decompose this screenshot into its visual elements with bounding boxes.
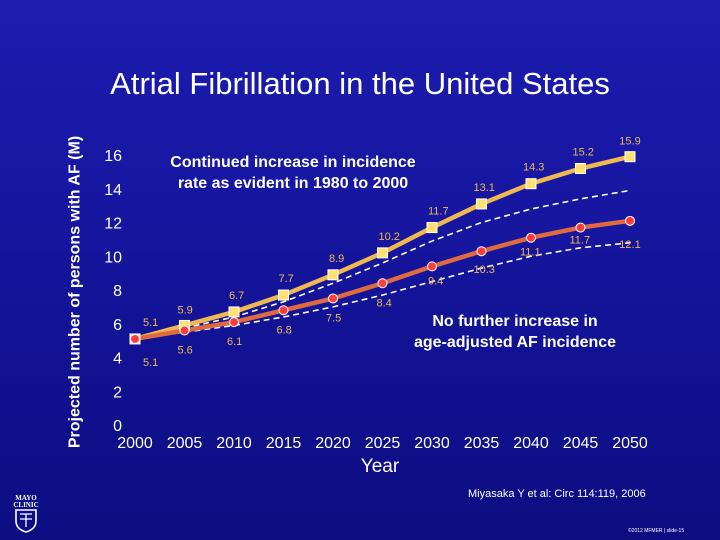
upper-series-data-label: 6.7: [229, 290, 244, 302]
dashed-bound-line: [134, 189, 631, 340]
lower-series-marker: [476, 246, 487, 257]
x-tick-label: 2000: [117, 435, 153, 452]
lower-series-data-label: 9.4: [428, 275, 443, 287]
lower-series-marker: [278, 305, 289, 316]
x-axis-label: Year: [360, 456, 400, 477]
lower-series-data-label: 12.1: [619, 239, 640, 251]
x-tick-label: 2050: [612, 435, 648, 452]
lower-series-data-label: 11.7: [570, 235, 591, 247]
upper-series-data-label: 5.1: [143, 317, 158, 329]
lower-series-data-label: 5.6: [178, 345, 193, 357]
lower-series-marker: [328, 293, 338, 304]
lower-series-marker: [526, 232, 536, 243]
upper-series-marker: [228, 306, 240, 318]
upper-series-data-label: 14.3: [523, 162, 544, 174]
x-tick-label: 2005: [167, 435, 203, 452]
upper-series-data-label: 13.1: [474, 182, 495, 194]
upper-series-data-label: 15.9: [619, 136, 640, 148]
x-tick-label: 2040: [513, 435, 549, 452]
lower-series-marker: [625, 215, 635, 226]
upper-series-marker: [624, 151, 636, 163]
upper-series-data-label: 7.7: [279, 273, 294, 285]
upper-series-data-label: 8.9: [329, 253, 344, 265]
y-tick-label: 16: [104, 148, 122, 165]
x-tick-label: 2025: [365, 435, 401, 452]
dashed-bound-line: [134, 241, 631, 340]
upper-series-marker: [575, 163, 586, 174]
copyright: ©2012 MFMER | slide-15: [628, 528, 685, 534]
lower-series-data-label: 8.4: [377, 297, 392, 309]
upper-series-marker: [525, 178, 537, 190]
lower-series-marker: [427, 261, 437, 272]
slide-title: Atrial Fibrillation in the United States: [110, 66, 610, 101]
y-tick-label: 6: [113, 317, 122, 334]
x-tick-label: 2020: [315, 435, 351, 452]
upper-series-data-label: 5.9: [178, 304, 193, 316]
y-tick-label: 2: [113, 384, 122, 401]
y-tick-label: 0: [113, 418, 122, 435]
y-tick-label: 14: [104, 182, 122, 199]
lower-series-marker: [130, 333, 140, 344]
citation: Miyasaka Y et al: Circ 114:119, 2006: [468, 488, 646, 500]
x-tick-label: 2045: [563, 435, 599, 452]
lower-series-marker: [377, 278, 388, 289]
upper-series-data-label: 11.7: [428, 206, 449, 218]
lower-series-data-label: 6.8: [277, 324, 292, 336]
upper-series-marker: [426, 222, 438, 234]
lower-series-data-label: 6.1: [227, 336, 242, 348]
y-tick-label: 10: [104, 249, 122, 266]
upper-series-marker: [327, 269, 339, 281]
mayo-clinic-logo: MAYO CLINIC: [13, 494, 39, 533]
y-tick-label: 8: [113, 283, 122, 300]
lower-series-marker: [179, 325, 190, 336]
lower-series-data-label: 7.5: [326, 312, 341, 324]
svg-text:MAYO: MAYO: [15, 494, 37, 502]
x-tick-label: 2030: [414, 435, 450, 452]
x-tick-label: 2010: [216, 435, 252, 452]
upper-series-data-label: 10.2: [379, 231, 400, 243]
y-tick-label: 12: [104, 216, 122, 233]
lower-series-data-label: 5.1: [143, 357, 158, 369]
upper-series-data-label: 15.2: [573, 147, 594, 159]
upper-series-marker: [476, 198, 487, 210]
y-tick-label: 4: [113, 351, 122, 368]
svg-text:CLINIC: CLINIC: [13, 501, 38, 509]
lower-series-marker: [575, 222, 586, 233]
annotation-continued-increase: Continued increase in incidence rate as …: [170, 154, 416, 192]
x-tick-label: 2035: [464, 435, 500, 452]
lower-series-data-label: 11.1: [520, 247, 541, 259]
lower-series-data-label: 10.3: [474, 264, 495, 276]
lower-series-marker: [229, 317, 239, 328]
upper-series-marker: [377, 247, 388, 259]
annotation-no-further-increase: No further increase in age-adjusted AF i…: [413, 313, 617, 351]
x-tick-label: 2015: [266, 435, 302, 452]
upper-series-marker: [278, 289, 289, 301]
